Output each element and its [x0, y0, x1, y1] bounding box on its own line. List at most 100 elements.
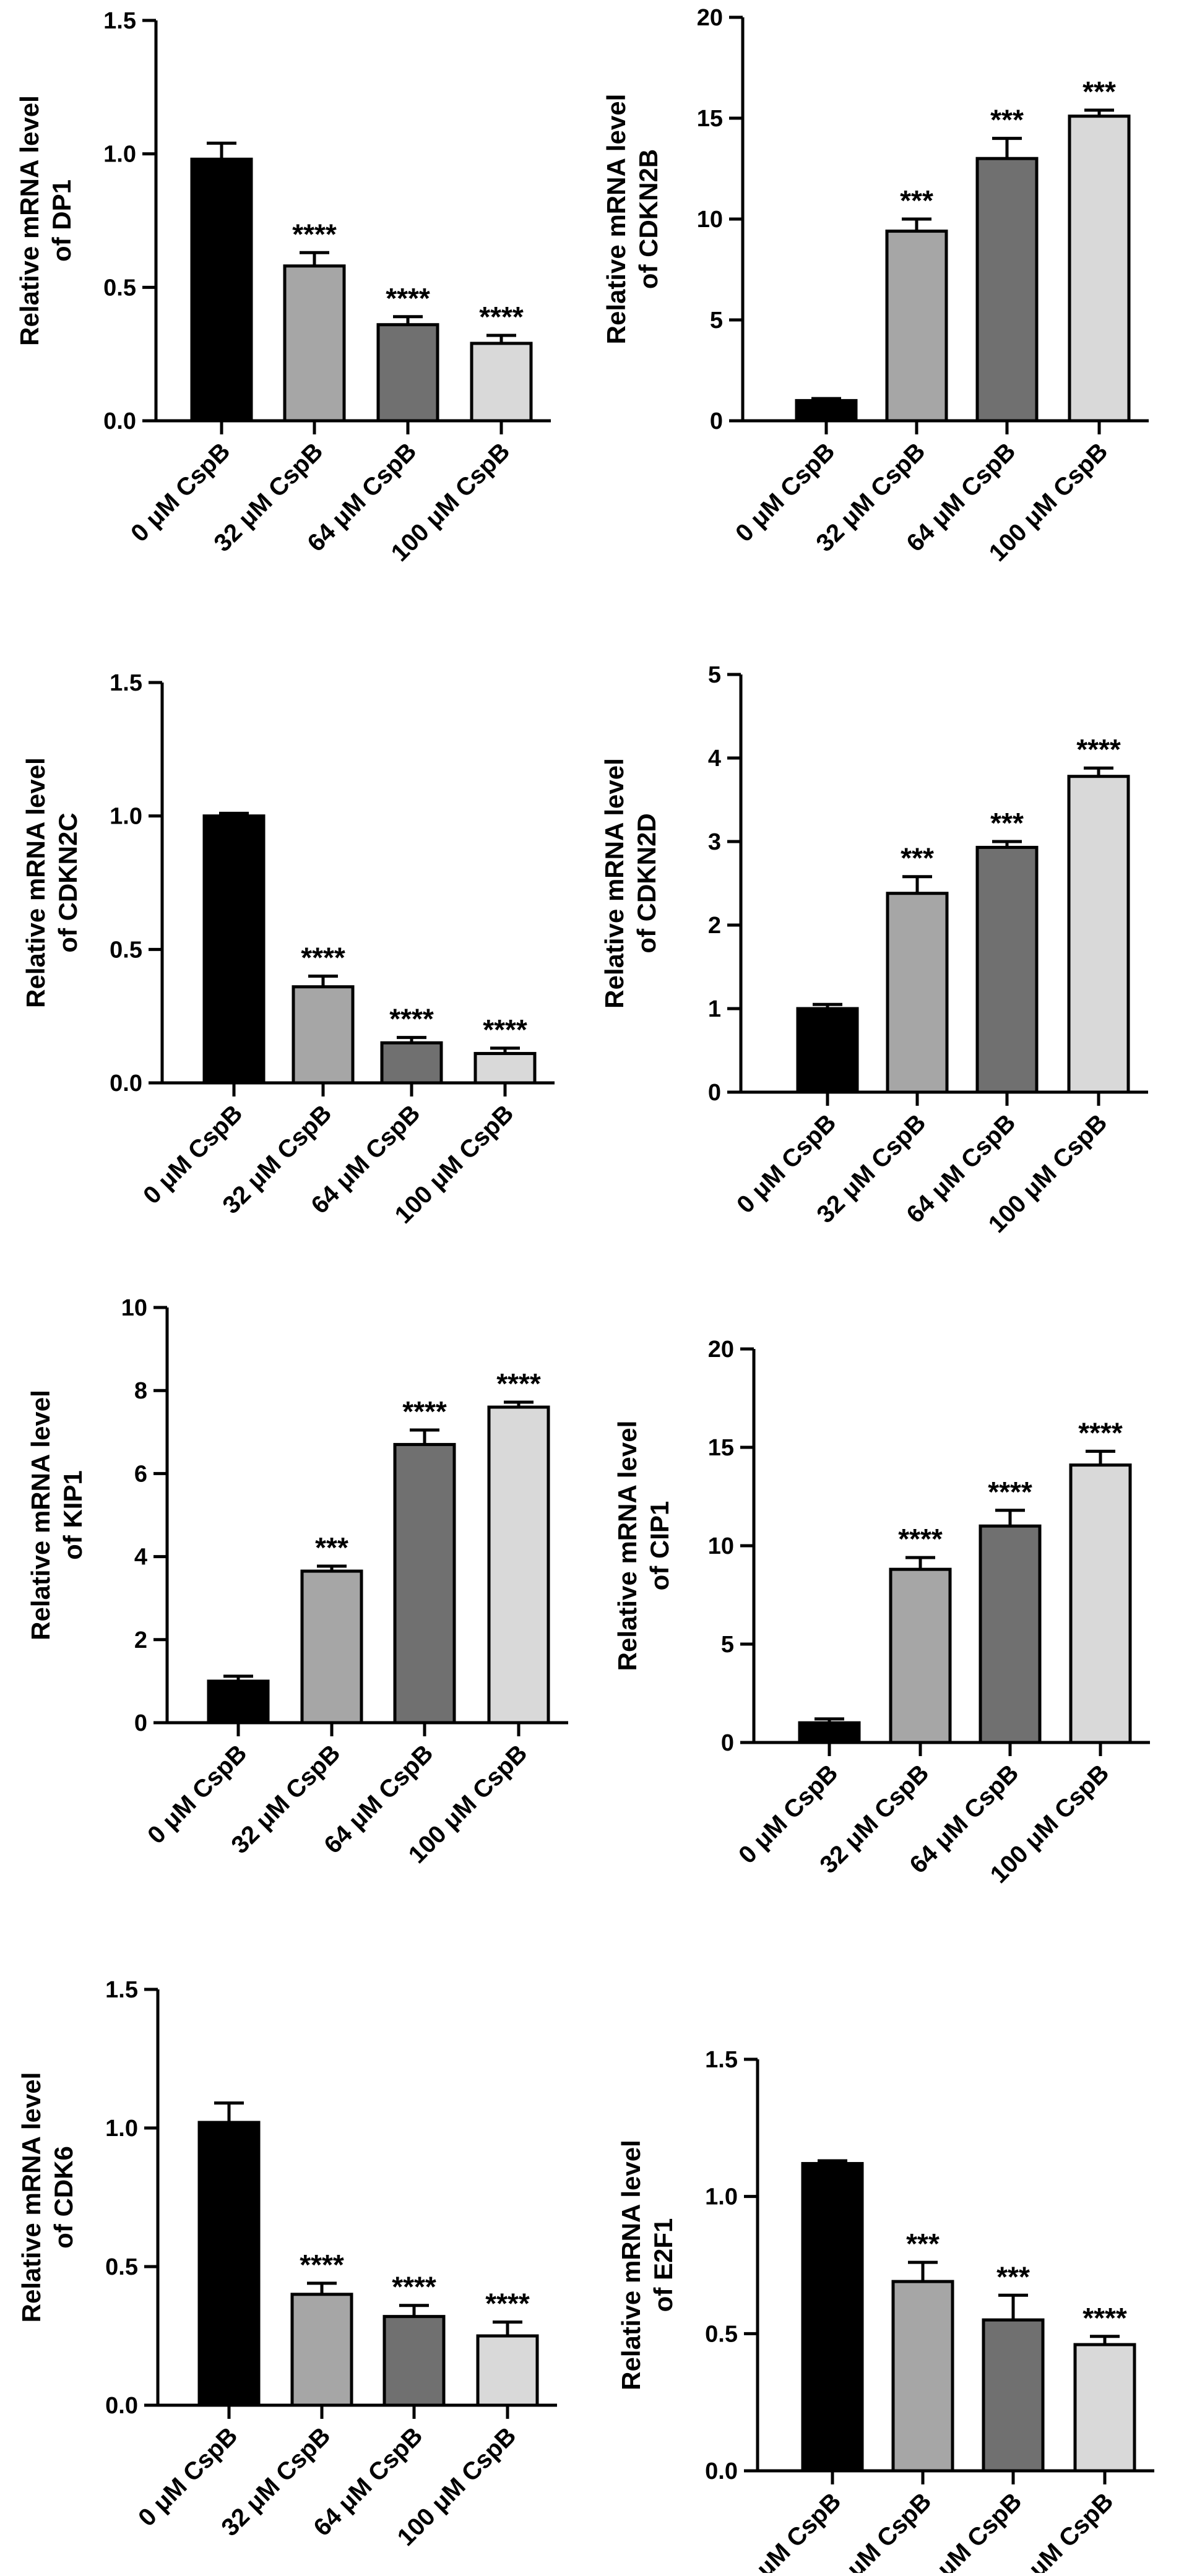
y-tick-label-3-5: 5 — [708, 662, 721, 688]
significance-label-1-2: *** — [990, 104, 1024, 136]
significance-label-6-3: **** — [485, 2288, 530, 2320]
y-tick-label-5-4: 20 — [708, 1337, 734, 1363]
y-tick-label-1-4: 20 — [697, 5, 723, 31]
y-axis-label-line1-4: Relative mRNA level — [26, 1390, 55, 1640]
bar-3-2 — [975, 845, 1039, 1094]
bar-2-1 — [292, 985, 355, 1085]
y-tick-label-2-0: 0.0 — [110, 1070, 142, 1096]
y-tick-label-5-2: 10 — [708, 1533, 734, 1559]
bar-6-0 — [197, 2121, 261, 2407]
bar-7-2 — [982, 2318, 1045, 2473]
significance-label-0-1: **** — [292, 218, 337, 250]
bar-5-2 — [979, 1524, 1042, 1744]
bar-2-3 — [473, 1052, 537, 1085]
significance-label-1-1: *** — [900, 184, 933, 217]
y-tick-label-1-3: 15 — [697, 106, 723, 132]
y-tick-label-2-2: 1.0 — [110, 804, 142, 830]
significance-label-0-3: **** — [479, 301, 524, 333]
significance-label-7-3: **** — [1082, 2302, 1127, 2334]
y-axis-label-line2-7: of E2F1 — [649, 2218, 678, 2312]
y-axis-label-line1-6: Relative mRNA level — [17, 2072, 46, 2323]
y-tick-label-1-0: 0 — [710, 408, 723, 434]
y-tick-label-6-2: 1.0 — [105, 2116, 138, 2142]
x-tick-label-7-0: 0 μM CspB — [737, 2488, 846, 2573]
significance-label-3-2: *** — [990, 807, 1024, 839]
bar-3-1 — [886, 892, 949, 1094]
y-tick-label-0-1: 0.5 — [103, 275, 136, 301]
y-axis-label-line1-7: Relative mRNA level — [616, 2140, 646, 2390]
bar-7-1 — [891, 2280, 954, 2473]
bar-4-3 — [487, 1405, 550, 1725]
y-tick-label-0-3: 1.5 — [103, 8, 136, 34]
y-tick-label-7-1: 0.5 — [705, 2321, 738, 2347]
significance-label-4-3: **** — [496, 1368, 541, 1400]
y-axis-label-line1-0: Relative mRNA level — [15, 95, 44, 346]
y-axis-label-line1-1: Relative mRNA level — [602, 94, 631, 345]
y-tick-label-6-0: 0.0 — [105, 2393, 138, 2419]
bar-5-3 — [1069, 1463, 1132, 1744]
bar-3-3 — [1067, 775, 1130, 1094]
significance-label-3-3: **** — [1076, 733, 1121, 765]
y-tick-label-7-2: 1.0 — [705, 2184, 738, 2210]
bar-4-2 — [393, 1442, 456, 1725]
y-axis-label-line2-0: of DP1 — [47, 179, 76, 262]
significance-label-1-3: *** — [1082, 75, 1116, 108]
y-tick-label-4-3: 6 — [134, 1461, 147, 1487]
bar-7-3 — [1073, 2343, 1136, 2473]
y-tick-label-4-4: 8 — [134, 1378, 147, 1404]
bar-4-0 — [207, 1679, 270, 1725]
significance-label-4-1: *** — [315, 1531, 348, 1564]
y-tick-label-5-3: 15 — [708, 1435, 734, 1461]
y-tick-label-7-0: 0.0 — [705, 2458, 738, 2484]
y-tick-label-6-3: 1.5 — [105, 1977, 138, 2003]
significance-label-5-3: **** — [1078, 1416, 1123, 1449]
significance-label-2-2: **** — [389, 1003, 434, 1035]
significance-label-7-2: *** — [996, 2260, 1030, 2293]
y-tick-label-4-5: 10 — [121, 1295, 147, 1321]
bar-2-0 — [202, 814, 266, 1085]
y-tick-label-4-2: 4 — [134, 1544, 147, 1570]
bar-1-0 — [795, 398, 858, 423]
bar-0-2 — [376, 323, 439, 423]
y-axis-label-line1-3: Relative mRNA level — [600, 758, 629, 1009]
significance-label-6-1: **** — [300, 2249, 344, 2281]
bar-6-2 — [382, 2315, 446, 2407]
y-tick-label-5-0: 0 — [721, 1730, 734, 1756]
y-axis-label-line2-2: of CDKN2C — [53, 812, 82, 952]
bar-6-1 — [290, 2293, 353, 2407]
y-tick-label-2-1: 0.5 — [110, 937, 142, 963]
bar-1-3 — [1068, 114, 1131, 423]
y-tick-label-3-3: 3 — [708, 829, 721, 855]
bar-3-0 — [796, 1007, 859, 1094]
y-tick-label-1-2: 10 — [697, 207, 723, 233]
y-axis-label-line2-3: of CDKN2D — [632, 813, 661, 953]
significance-label-0-2: **** — [386, 282, 430, 314]
significance-label-4-2: **** — [402, 1395, 447, 1428]
y-tick-label-0-0: 0.0 — [103, 408, 136, 434]
y-tick-label-3-1: 1 — [708, 996, 721, 1022]
y-axis-label-line2-5: of CIP1 — [645, 1501, 674, 1591]
y-axis-label-line1-5: Relative mRNA level — [613, 1421, 642, 1671]
y-tick-label-3-2: 2 — [708, 913, 721, 939]
bar-6-3 — [476, 2334, 539, 2407]
significance-label-5-2: **** — [988, 1476, 1032, 1508]
significance-label-2-1: **** — [301, 941, 345, 973]
bar-4-1 — [300, 1569, 363, 1725]
bar-1-2 — [975, 157, 1039, 423]
y-tick-label-1-1: 5 — [710, 308, 723, 334]
y-axis-label-line2-4: of KIP1 — [58, 1470, 87, 1560]
y-tick-label-5-1: 5 — [721, 1632, 734, 1658]
y-tick-label-2-3: 1.5 — [110, 670, 142, 696]
y-axis-label-line2-6: of CDK6 — [49, 2146, 78, 2249]
bar-5-0 — [798, 1721, 861, 1744]
y-tick-label-3-0: 0 — [708, 1080, 721, 1106]
y-axis-label-line1-2: Relative mRNA level — [21, 757, 50, 1008]
significance-label-6-2: **** — [392, 2271, 436, 2303]
bar-7-0 — [801, 2161, 864, 2473]
y-tick-label-3-4: 4 — [708, 746, 721, 772]
y-tick-label-4-1: 2 — [134, 1627, 147, 1653]
y-tick-label-4-0: 0 — [134, 1710, 147, 1736]
bar-0-0 — [190, 157, 253, 423]
